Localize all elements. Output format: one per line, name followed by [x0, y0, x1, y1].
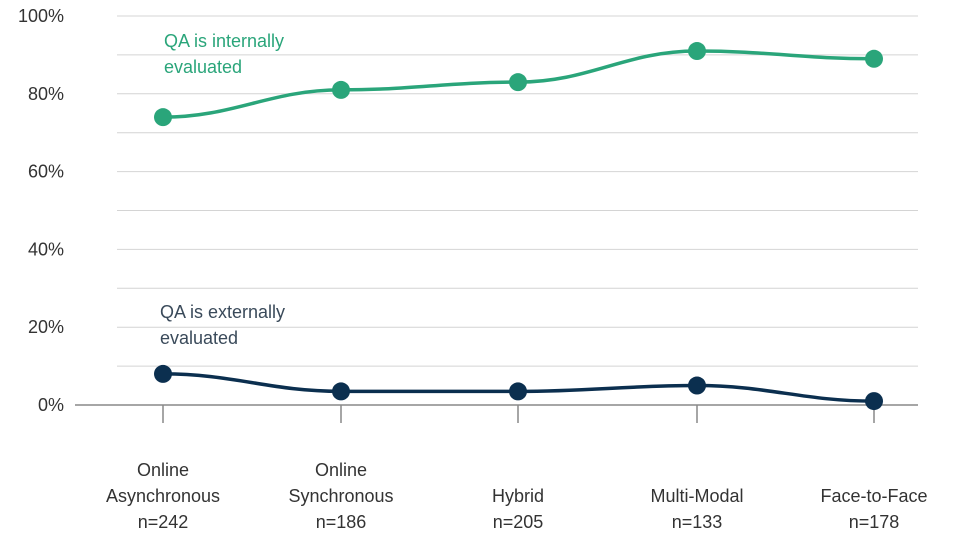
x-category-label-line: n=186 — [316, 512, 367, 532]
x-category-label-line: n=205 — [493, 512, 544, 532]
x-category-label-line: Online — [137, 460, 189, 480]
data-point — [509, 382, 527, 401]
x-category-label: Online Synchronous n=186 — [288, 460, 393, 532]
x-category-label: Online Asynchronous n=242 — [106, 460, 220, 532]
x-category-label: Multi-Modal n=133 — [650, 486, 743, 532]
y-tick-label: 60% — [28, 162, 64, 182]
y-axis-tick-labels: 0% 20% 40% 60% 80% 100% — [18, 6, 64, 415]
data-point — [332, 382, 350, 401]
y-tick-label: 20% — [28, 317, 64, 337]
x-category-label-line: n=133 — [672, 512, 723, 532]
x-category-label-line: Synchronous — [288, 486, 393, 506]
series-0 — [154, 42, 883, 127]
y-tick-label: 40% — [28, 239, 64, 259]
x-category-label-line: n=178 — [849, 512, 900, 532]
series-label-line: evaluated — [160, 328, 238, 348]
x-category-label-line: Multi-Modal — [650, 486, 743, 506]
series-1 — [154, 364, 883, 411]
series-label-0: QA is internally evaluated — [164, 31, 284, 77]
x-category-label-line: Hybrid — [492, 486, 544, 506]
data-point — [154, 108, 172, 127]
x-axis-ticks — [162, 405, 875, 423]
data-point — [332, 80, 350, 99]
data-point — [688, 42, 706, 61]
data-point — [865, 392, 883, 411]
data-point — [509, 73, 527, 92]
x-category-label: Face-to-Face n=178 — [820, 486, 927, 532]
data-point — [688, 376, 706, 395]
y-tick-label: 100% — [18, 6, 64, 26]
series-label-line: QA is internally — [164, 31, 284, 51]
x-category-label-line: n=242 — [138, 512, 189, 532]
series-label-line: evaluated — [164, 57, 242, 77]
x-category-label: Hybrid n=205 — [492, 486, 544, 532]
x-category-label-line: Online — [315, 460, 367, 480]
x-category-label-line: Asynchronous — [106, 486, 220, 506]
data-point — [865, 49, 883, 68]
x-category-label-line: Face-to-Face — [820, 486, 927, 506]
series-label-line: QA is externally — [160, 302, 285, 322]
data-point — [154, 364, 172, 383]
series-group — [154, 42, 883, 411]
x-axis-category-labels: Online Asynchronous n=242 Online Synchronous… — [106, 460, 928, 532]
series-label-1: QA is externally evaluated — [160, 302, 285, 348]
y-tick-label: 0% — [38, 395, 64, 415]
grid-lines — [117, 15, 918, 367]
y-tick-label: 80% — [28, 84, 64, 104]
